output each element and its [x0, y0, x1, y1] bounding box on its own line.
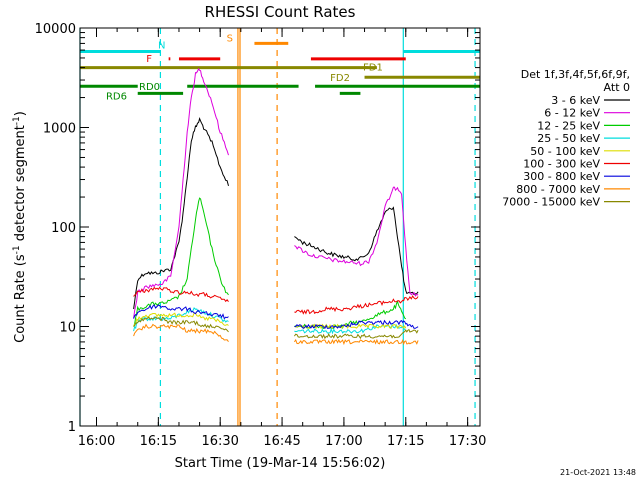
- y-tick-label-1000: 1000: [43, 122, 76, 137]
- legend-label-50-100-kev: 50 - 100 keV: [530, 145, 600, 158]
- flag-label-rd0: RD0: [139, 82, 160, 93]
- x-axis-ticks: 16:00 16:15 16:30 16:45 17:00 17:15 17:30: [78, 28, 486, 449]
- y-tick-label-1: 1: [68, 420, 76, 435]
- legend-label-6-12-kev: 6 - 12 keV: [544, 107, 600, 120]
- y-axis-label: Count Rate (s-1 detector segment-1): [12, 111, 28, 343]
- series-line-100-300-kev: [133, 286, 419, 315]
- x-tick-label-16-45: 16:45: [263, 434, 300, 449]
- series-line-7000-15000-kev: [133, 316, 419, 340]
- legend-header-line2: Att 0: [604, 81, 630, 94]
- legend-label-25-50-kev: 25 - 50 keV: [537, 132, 600, 145]
- x-tick-label-17-15: 17:15: [387, 434, 424, 449]
- y-axis-label-start: Count Rate (s: [13, 254, 28, 343]
- y-tick-label-100: 100: [51, 221, 76, 236]
- x-tick-label-17-30: 17:30: [449, 434, 486, 449]
- footer-timestamp: 21-Oct-2021 13:48: [560, 468, 636, 477]
- series-line-3-6-kev: [133, 117, 419, 310]
- y-axis-label-end: ): [13, 111, 28, 116]
- flag-label-f: F: [146, 54, 152, 65]
- y-axis-ticks: 1 10 100 1000 10000: [35, 22, 480, 435]
- y-axis-label-mid: detector segment: [13, 125, 28, 245]
- chart-title: RHESSI Count Rates: [205, 3, 356, 21]
- series-lines: [133, 67, 419, 346]
- series-line-300-800-kev: [133, 304, 419, 330]
- x-tick-label-16-30: 16:30: [201, 434, 238, 449]
- y-tick-label-10000: 10000: [35, 22, 76, 37]
- legend-label-300-800-kev: 300 - 800 keV: [523, 170, 600, 183]
- x-axis-label: Start Time (19-Mar-14 15:56:02): [175, 456, 386, 471]
- legend-label-100-300-kev: 100 - 300 keV: [523, 158, 600, 171]
- series-line-12-25-kev: [133, 197, 407, 330]
- series-line-6-12-kev: [133, 67, 419, 319]
- flag-label-rd6: RD6: [106, 91, 127, 102]
- flag-bars: N S F FD1 FD2 RD0 RD6: [80, 33, 480, 102]
- series-line-800-7000-kev: [133, 323, 419, 346]
- y-axis-label-sup2: -1: [12, 116, 22, 125]
- legend-label-3-6-kev: 3 - 6 keV: [551, 94, 600, 107]
- flag-label-fd1: FD1: [363, 63, 383, 74]
- y-tick-label-10: 10: [59, 321, 76, 336]
- x-tick-label-16-00: 16:00: [78, 434, 115, 449]
- x-tick-label-16-15: 16:15: [140, 434, 177, 449]
- flag-label-n: N: [158, 41, 165, 52]
- legend-label-12-25-kev: 12 - 25 keV: [537, 119, 600, 132]
- flag-label-fd2: FD2: [330, 73, 350, 84]
- y-axis-label-sup1: -1: [12, 245, 22, 254]
- legend-label-7000-15000-kev: 7000 - 15000 keV: [502, 196, 600, 209]
- x-tick-label-17-00: 17:00: [325, 434, 362, 449]
- legend-label-800-7000-kev: 800 - 7000 keV: [516, 183, 600, 196]
- legend-header-line1: Det 1f,3f,4f,5f,6f,9f,: [521, 68, 630, 81]
- flag-label-s: S: [227, 33, 233, 44]
